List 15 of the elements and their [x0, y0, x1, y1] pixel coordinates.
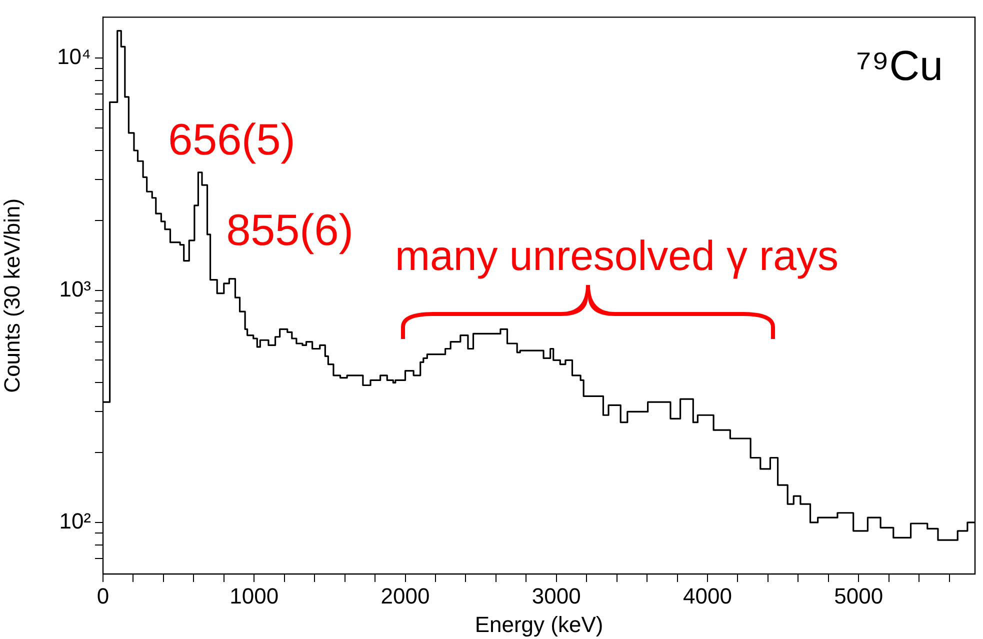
x-axis-title: Energy (keV) — [474, 612, 604, 637]
x-tick-label: 3000 — [532, 583, 581, 608]
x-tick-label: 1000 — [230, 583, 279, 608]
y-tick-label: 10³ — [59, 276, 91, 302]
y-tick-label: 10² — [59, 508, 91, 534]
annotation: 855(6) — [226, 206, 354, 255]
y-axis-title: Counts (30 keV/bin) — [0, 198, 24, 393]
x-tick-label: 2000 — [380, 583, 430, 608]
x-tick-label: 0 — [96, 583, 110, 608]
annotation: 656(5) — [168, 115, 296, 164]
x-tick-label: 5000 — [834, 583, 884, 608]
annotation: many unresolved γ rays — [395, 232, 839, 280]
y-tick-label: 10⁴ — [57, 44, 91, 70]
annotation: ⁷⁹Cu — [856, 42, 943, 90]
x-tick-label: 4000 — [683, 583, 732, 608]
